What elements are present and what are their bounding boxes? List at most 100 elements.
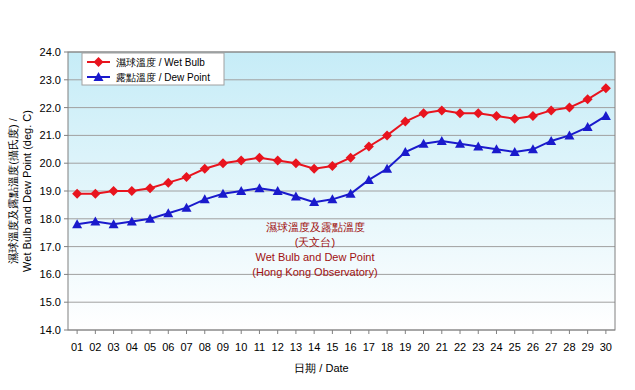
x-tick-label: 26	[527, 341, 539, 353]
x-tick	[241, 330, 242, 334]
x-tick-label: 08	[199, 341, 211, 353]
x-tick-label: 30	[600, 341, 612, 353]
x-tick-label: 28	[563, 341, 575, 353]
marker	[163, 208, 173, 217]
grid-line	[68, 246, 615, 247]
marker	[346, 189, 356, 198]
legend-label: 濕球溫度 / Wet Bulb	[116, 57, 205, 68]
y-tick	[64, 302, 68, 303]
x-tick	[168, 330, 169, 334]
marker	[510, 114, 520, 124]
x-tick-label: 05	[144, 341, 156, 353]
x-tick-label: 25	[509, 341, 521, 353]
x-tick-label: 27	[545, 341, 557, 353]
y-tick	[64, 79, 68, 80]
marker	[364, 175, 374, 184]
x-tick-label: 12	[272, 341, 284, 353]
marker	[127, 217, 137, 226]
marker	[455, 139, 465, 148]
y-tick-label: 21.0	[40, 129, 61, 141]
y-tick-label: 19.0	[40, 185, 61, 197]
marker	[291, 158, 301, 168]
x-tick-label: 11	[254, 341, 265, 353]
y-tick	[64, 274, 68, 275]
marker	[163, 178, 173, 188]
x-tick-label: 22	[454, 341, 466, 353]
marker	[400, 117, 410, 127]
x-tick-label: 15	[326, 341, 338, 353]
x-tick-label: 06	[162, 341, 174, 353]
marker	[90, 189, 100, 199]
marker	[528, 111, 538, 121]
marker	[327, 161, 337, 171]
grid-line	[68, 135, 615, 136]
x-tick	[332, 330, 333, 334]
annotation: 濕球溫度及露點溫度	[266, 221, 365, 233]
marker	[583, 94, 593, 104]
y-tick-label: 24.0	[40, 46, 61, 58]
x-tick-label: 13	[290, 341, 302, 353]
x-tick-label: 23	[472, 341, 484, 353]
x-tick	[259, 330, 260, 334]
series-line	[77, 116, 606, 224]
y-tick	[64, 107, 68, 108]
y-tick-label: 17.0	[40, 241, 61, 253]
legend-marker	[94, 57, 104, 67]
x-tick-label: 24	[490, 341, 502, 353]
x-tick-label: 21	[436, 341, 448, 353]
x-tick-label: 19	[399, 341, 411, 353]
y-tick-label: 23.0	[40, 74, 61, 86]
x-tick-label: 10	[235, 341, 247, 353]
x-tick	[186, 330, 187, 334]
y-tick-label: 22.0	[40, 102, 61, 114]
legend-box	[82, 53, 224, 85]
marker	[491, 144, 501, 153]
marker	[145, 214, 155, 223]
marker	[510, 147, 520, 156]
marker	[236, 186, 246, 195]
marker	[72, 219, 82, 228]
marker	[437, 136, 447, 145]
marker	[200, 194, 210, 203]
marker	[473, 142, 483, 151]
marker	[254, 183, 264, 192]
x-tick	[77, 330, 78, 334]
marker	[273, 155, 283, 165]
marker	[437, 105, 447, 115]
marker	[419, 108, 429, 118]
x-tick	[150, 330, 151, 334]
x-tick-label: 04	[126, 341, 138, 353]
marker	[382, 164, 392, 173]
marker	[564, 130, 574, 139]
x-tick-label: 18	[381, 341, 393, 353]
y-tick-label: 14.0	[40, 324, 61, 336]
x-tick	[277, 330, 278, 334]
marker	[419, 139, 429, 148]
marker	[273, 186, 283, 195]
x-tick-label: 20	[417, 341, 429, 353]
x-tick-label: 16	[344, 341, 356, 353]
grid-line	[68, 302, 615, 303]
y-axis-label: Wet Bulb and Dew Point (deg. C)	[21, 110, 33, 272]
x-tick	[478, 330, 479, 334]
y-tick	[64, 218, 68, 219]
annotation: Wet Bulb and Dew Point	[255, 251, 374, 263]
marker	[346, 153, 356, 163]
x-axis-label: 日期 / Date	[294, 362, 348, 374]
x-tick	[95, 330, 96, 334]
x-tick	[587, 330, 588, 334]
x-tick	[405, 330, 406, 334]
y-tick	[64, 191, 68, 192]
marker	[327, 194, 337, 203]
x-tick-label: 09	[217, 341, 229, 353]
x-tick	[204, 330, 205, 334]
x-tick-label: 07	[180, 341, 192, 353]
y-tick	[64, 52, 68, 53]
marker	[254, 153, 264, 163]
x-tick	[460, 330, 461, 334]
x-tick	[350, 330, 351, 334]
marker	[218, 158, 228, 168]
x-tick	[496, 330, 497, 334]
y-tick	[64, 163, 68, 164]
x-tick-label: 14	[308, 341, 320, 353]
